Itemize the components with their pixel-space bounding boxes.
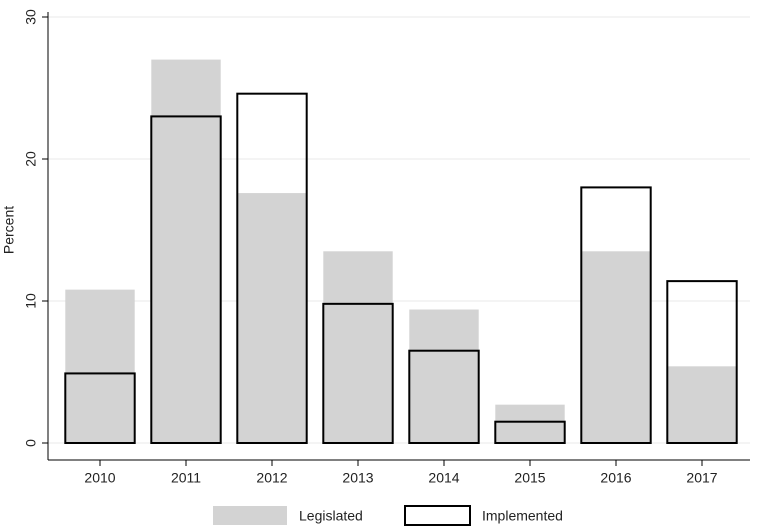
bar xyxy=(408,349,480,445)
x-tick-label: 2013 xyxy=(342,470,373,486)
bar xyxy=(151,59,221,443)
legend-label: Implemented xyxy=(482,508,563,524)
bar xyxy=(581,251,651,443)
legend-label: Legislated xyxy=(299,508,363,524)
bar xyxy=(150,115,222,445)
y-tick-label: 10 xyxy=(23,293,39,309)
x-tick-label: 2015 xyxy=(514,470,545,486)
y-tick-label: 0 xyxy=(23,439,39,447)
x-tick-label: 2010 xyxy=(84,470,115,486)
x-tick-label: 2012 xyxy=(256,470,287,486)
bar xyxy=(322,302,394,444)
bar xyxy=(666,280,738,444)
bar xyxy=(667,366,737,443)
bar xyxy=(237,193,307,443)
x-tick-label: 2014 xyxy=(428,470,459,486)
x-tick-label: 2017 xyxy=(686,470,717,486)
bar xyxy=(236,92,308,445)
y-tick-label: 20 xyxy=(23,151,39,167)
y-axis-label: Percent xyxy=(1,206,17,254)
x-tick-label: 2011 xyxy=(171,470,201,486)
bar xyxy=(64,372,136,445)
bar xyxy=(580,186,652,444)
bar xyxy=(409,309,479,443)
legend-swatch xyxy=(404,505,471,526)
bar xyxy=(323,251,393,443)
y-tick-label: 30 xyxy=(23,9,39,25)
bar xyxy=(494,420,566,445)
legend-swatch xyxy=(213,506,287,525)
bar xyxy=(65,289,135,443)
bar xyxy=(495,404,565,443)
x-tick-label: 2016 xyxy=(600,470,631,486)
